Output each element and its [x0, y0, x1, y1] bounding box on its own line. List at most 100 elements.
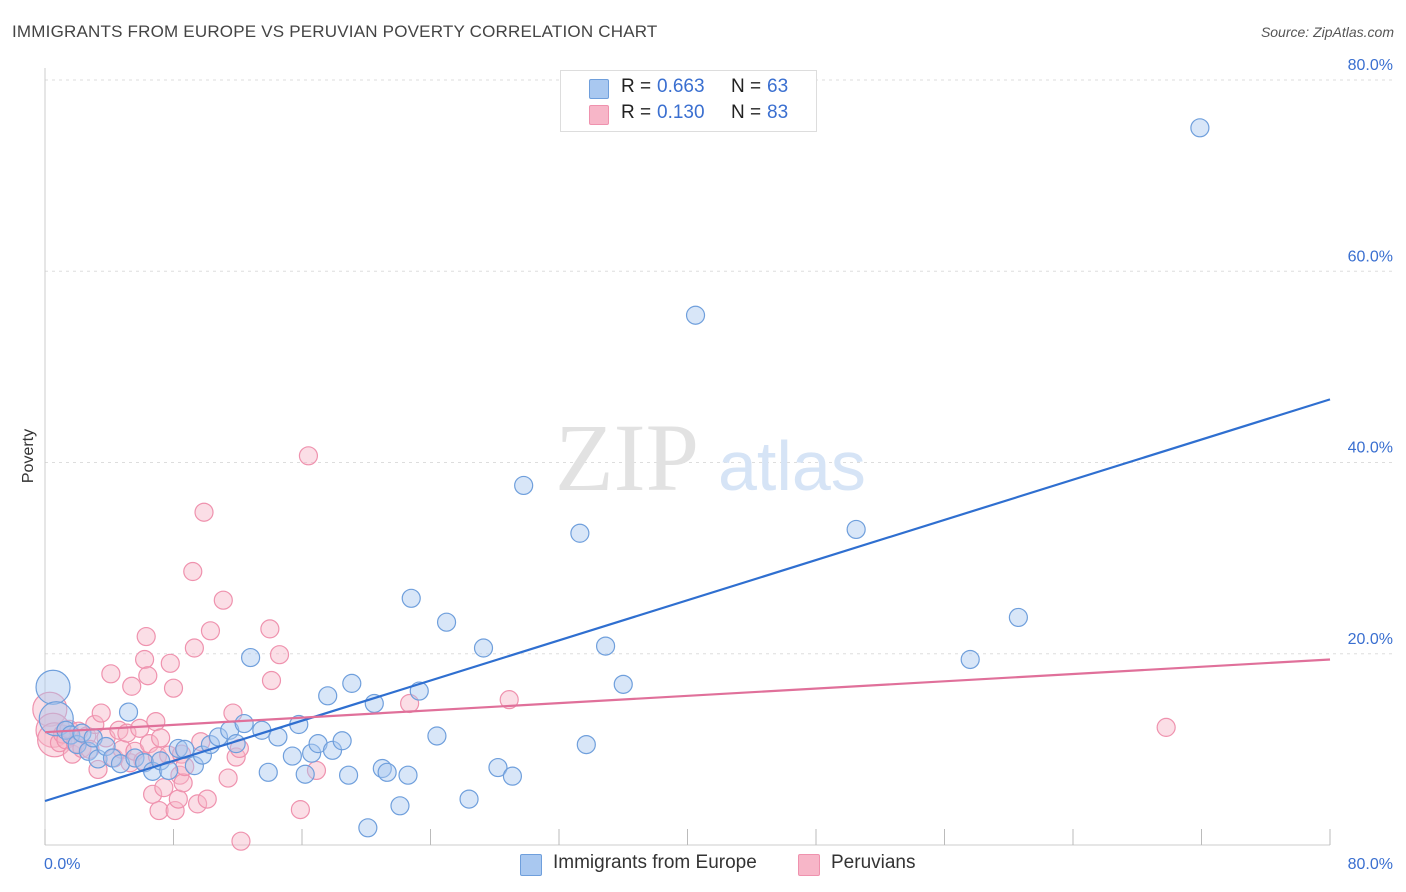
source-credit: Source: ZipAtlas.com: [1260, 24, 1394, 40]
europe-point: [338, 765, 359, 785]
peruvians-point: [160, 653, 180, 673]
europe-point: [358, 818, 378, 838]
peruvians-point: [138, 666, 158, 686]
peruvians-point: [173, 773, 193, 793]
peruvians-point: [184, 638, 204, 658]
europe-point: [846, 519, 866, 540]
y-axis-label: Poverty: [20, 429, 37, 483]
europe-point: [960, 649, 980, 670]
europe-point: [613, 674, 633, 694]
peruvians-point: [213, 590, 233, 610]
peruvians-point: [231, 831, 251, 851]
peruvians-point: [154, 778, 174, 798]
tick-labels: 20.0% 40.0% 60.0% 80.0% 0.0% 80.0%: [44, 57, 1393, 873]
grid-lines: [45, 79, 1392, 655]
peruvians-point: [165, 800, 185, 821]
peruvians-point: [187, 794, 208, 814]
y-tick-label: 60.0%: [1348, 248, 1393, 265]
peruvians-point: [260, 619, 280, 639]
peruvians-point: [499, 690, 519, 710]
legend-n-label: N =: [731, 76, 762, 97]
legend-r-label: R =: [621, 102, 652, 123]
peruvians-point: [91, 703, 111, 723]
peruvians-point: [101, 664, 121, 684]
europe-point: [685, 305, 706, 325]
europe-point: [241, 647, 261, 668]
europe-point: [258, 762, 278, 782]
europe-point: [67, 734, 87, 755]
y-tick-label: 80.0%: [1348, 57, 1393, 74]
y-tick-label: 20.0%: [1348, 631, 1393, 648]
legend-label-europe: Immigrants from Europe: [553, 852, 757, 873]
europe-point: [436, 612, 457, 632]
europe-point: [377, 762, 397, 782]
europe-point: [118, 702, 139, 722]
peruvians-point: [88, 759, 108, 780]
peruvians-point: [149, 800, 169, 821]
europe-point: [427, 726, 447, 746]
peruvians-point: [136, 626, 156, 647]
europe-point: [96, 736, 116, 757]
europe-point: [234, 713, 254, 734]
peruvians-point: [151, 728, 171, 748]
y-tick-label: 40.0%: [1348, 440, 1393, 457]
europe-point: [342, 673, 362, 693]
watermark-atlas: atlas: [718, 427, 866, 505]
europe-point: [184, 756, 204, 776]
legend-r-value: 0.663: [657, 76, 705, 97]
legend-n-label: N =: [731, 102, 762, 123]
europe-swatch: [589, 79, 609, 99]
chart-title: IMMIGRANTS FROM EUROPE VS PERUVIAN POVER…: [12, 22, 658, 41]
europe-point: [295, 764, 315, 784]
europe-point: [110, 754, 131, 774]
legend-r-label: R =: [621, 76, 652, 97]
peruvians-point: [163, 678, 184, 698]
stats-legend: R = 0.663 N = 63 R = 0.130 N = 83: [560, 70, 817, 132]
peruvians-swatch: [798, 854, 820, 876]
europe-point: [473, 638, 494, 658]
peruvians-swatch: [589, 105, 609, 125]
peruvians-point: [290, 800, 310, 820]
europe-point: [1008, 607, 1028, 628]
trend-lines: [44, 398, 1331, 803]
peruvians-points: [32, 446, 1176, 851]
legend-n-value: 83: [767, 102, 789, 123]
europe-point: [502, 766, 523, 786]
peruvians-point: [261, 670, 282, 691]
peruvians-point: [122, 676, 142, 696]
europe-point: [35, 669, 71, 705]
europe-point: [401, 588, 421, 608]
peruvians-point: [200, 621, 221, 641]
europe-point: [398, 765, 418, 785]
europe-point: [38, 701, 74, 737]
peruvians-point: [134, 649, 155, 670]
europe-point: [332, 731, 352, 751]
europe-point: [576, 734, 596, 755]
peruvians-point: [183, 561, 203, 582]
europe-swatch: [520, 854, 542, 876]
peruvians-point: [269, 645, 290, 665]
europe-point: [390, 796, 410, 816]
watermark: ZIP atlas: [555, 404, 866, 511]
europe-point: [595, 636, 616, 656]
legend-r-value: 0.130: [657, 102, 705, 123]
europe-point: [1190, 118, 1210, 138]
europe-point: [318, 686, 338, 706]
legend-label-peruvians: Peruvians: [831, 852, 916, 873]
peruvians-point: [62, 744, 82, 764]
x-tick-label: 80.0%: [1348, 856, 1393, 873]
europe-point: [459, 789, 479, 809]
europe-point: [168, 738, 188, 759]
peruvians-point: [197, 789, 217, 809]
europe-trend-line: [44, 398, 1331, 803]
europe-point: [72, 723, 92, 743]
peruvians-trend-line: [44, 658, 1331, 734]
peruvians-point: [298, 446, 319, 466]
watermark-zip: ZIP: [555, 404, 699, 511]
peruvians-point: [143, 784, 163, 804]
europe-point: [488, 757, 508, 778]
europe-point: [125, 748, 145, 768]
europe-point: [570, 523, 590, 543]
europe-point: [514, 475, 534, 496]
